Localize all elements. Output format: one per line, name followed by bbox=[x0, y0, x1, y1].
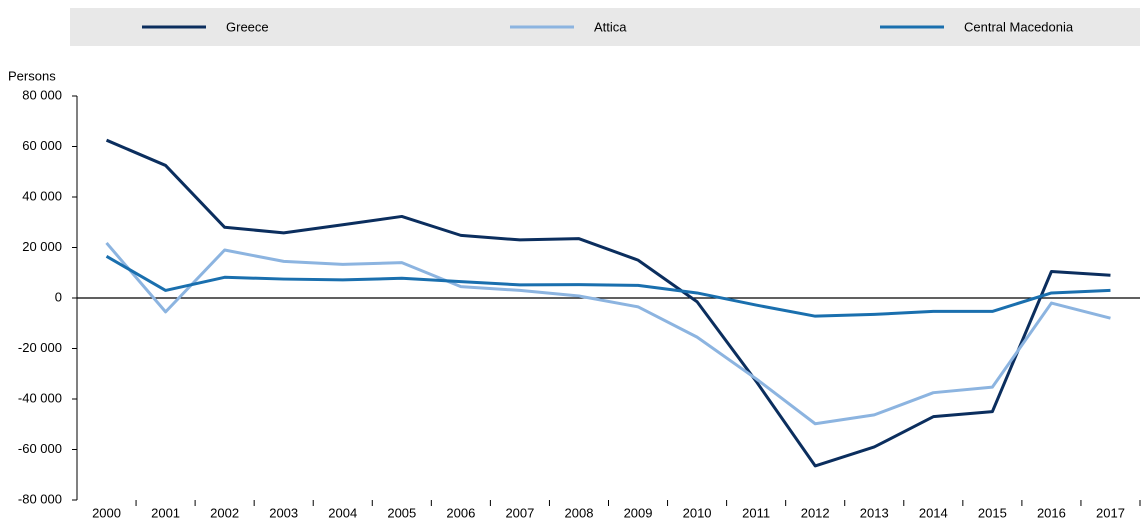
legend-label: Greece bbox=[226, 19, 269, 34]
x-tick-label: 2006 bbox=[446, 505, 475, 520]
line-series bbox=[105, 255, 1111, 318]
x-tick-label: 2002 bbox=[210, 505, 239, 520]
y-tick-label: -40 000 bbox=[18, 390, 62, 405]
y-tick-label: 20 000 bbox=[22, 239, 62, 254]
x-tick-label: 2005 bbox=[387, 505, 416, 520]
x-tick-label: 2007 bbox=[505, 505, 534, 520]
x-tick-label: 2001 bbox=[151, 505, 180, 520]
x-tick-label: 2017 bbox=[1096, 505, 1125, 520]
x-tick-label: 2014 bbox=[919, 505, 948, 520]
x-tick-label: 2015 bbox=[978, 505, 1007, 520]
line-series bbox=[105, 241, 1111, 426]
y-tick-label: 0 bbox=[55, 289, 62, 304]
x-tick-label: 2003 bbox=[269, 505, 298, 520]
legend-background bbox=[70, 8, 1140, 46]
y-tick-label: -60 000 bbox=[18, 441, 62, 456]
x-tick-label: 2009 bbox=[624, 505, 653, 520]
y-tick-label: 80 000 bbox=[22, 87, 62, 102]
legend-label: Attica bbox=[594, 19, 627, 34]
y-tick-label: -20 000 bbox=[18, 340, 62, 355]
legend-label: Central Macedonia bbox=[964, 19, 1074, 34]
x-tick-label: 2010 bbox=[683, 505, 712, 520]
x-tick-label: 2016 bbox=[1037, 505, 1066, 520]
x-tick-label: 2011 bbox=[742, 505, 770, 520]
y-tick-label: 60 000 bbox=[22, 138, 62, 153]
x-tick-label: 2013 bbox=[860, 505, 889, 520]
x-tick-label: 2012 bbox=[801, 505, 830, 520]
x-tick-label: 2008 bbox=[565, 505, 594, 520]
y-tick-label: -80 000 bbox=[18, 491, 62, 506]
x-tick-label: 2004 bbox=[328, 505, 357, 520]
y-tick-label: 40 000 bbox=[22, 188, 62, 203]
x-tick-label: 2000 bbox=[92, 505, 121, 520]
y-axis-label: Persons bbox=[8, 68, 56, 83]
line-series bbox=[105, 138, 1111, 468]
